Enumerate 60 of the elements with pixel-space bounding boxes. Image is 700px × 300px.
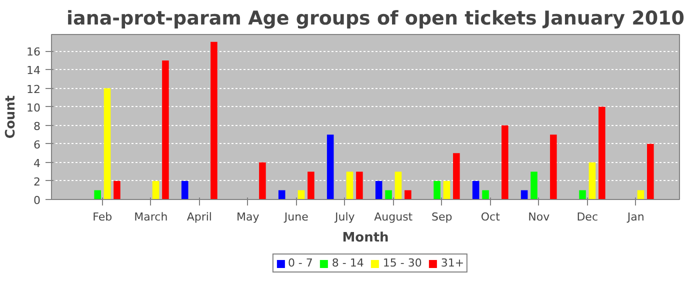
bar — [443, 180, 450, 200]
y-tick-label: 4 — [34, 156, 40, 170]
bar — [210, 42, 218, 200]
bar — [326, 134, 334, 200]
x-tick-label: Sep — [432, 210, 452, 224]
x-tick-label: July — [334, 210, 356, 224]
bar — [94, 190, 101, 200]
legend-label: 8 - 14 — [332, 256, 364, 270]
legend-label: 31+ — [440, 256, 464, 270]
x-tick-label: June — [283, 210, 309, 224]
x-tick-label: Feb — [92, 210, 112, 224]
bar — [647, 144, 654, 200]
bar — [530, 172, 538, 200]
chart-title: iana-prot-param Age groups of open tickets January 2010 — [66, 8, 684, 30]
y-tick-label: 6 — [34, 138, 40, 152]
bar — [385, 190, 392, 200]
bar — [162, 60, 169, 200]
x-tick-label: Dec — [576, 210, 598, 224]
bar — [579, 190, 586, 200]
x-tick-label: April — [186, 210, 212, 224]
bar — [375, 180, 382, 200]
bar — [520, 190, 528, 200]
x-axis-title: Month — [342, 230, 389, 246]
y-tick-label: 14 — [26, 64, 41, 78]
x-tick-label: Jan — [626, 210, 644, 224]
y-tick-label: 10 — [26, 101, 41, 114]
bar — [104, 88, 111, 200]
bar — [278, 190, 286, 200]
bar — [259, 162, 266, 200]
bar — [152, 180, 160, 200]
bar — [598, 106, 606, 200]
bar — [114, 180, 120, 200]
bar — [181, 180, 188, 200]
y-tick-label: 8 — [34, 120, 40, 133]
y-tick-label: 12 — [26, 82, 41, 96]
legend-label: 0 - 7 — [288, 256, 313, 270]
bar — [637, 190, 644, 200]
x-tick-label: Nov — [528, 210, 550, 224]
bar — [298, 190, 305, 200]
y-tick-label: 0 — [34, 194, 40, 207]
bar — [502, 125, 508, 200]
bar — [482, 190, 489, 200]
bar — [588, 162, 596, 200]
bar — [453, 153, 460, 200]
x-tick-label: Oct — [480, 210, 501, 224]
bar — [404, 190, 412, 200]
bar — [472, 180, 480, 200]
bar — [346, 172, 354, 200]
x-tick-label: May — [236, 210, 260, 224]
y-tick-label: 16 — [26, 46, 41, 59]
x-tick-label: August — [374, 210, 414, 224]
bar — [356, 172, 363, 200]
legend-label: 15 - 30 — [382, 256, 422, 270]
bar — [394, 172, 402, 200]
y-axis-title: Count — [4, 95, 19, 139]
y-tick-label: 2 — [34, 175, 40, 188]
bar — [434, 180, 440, 200]
x-tick-label: March — [134, 210, 168, 224]
bar — [550, 134, 557, 200]
bar — [308, 172, 314, 200]
